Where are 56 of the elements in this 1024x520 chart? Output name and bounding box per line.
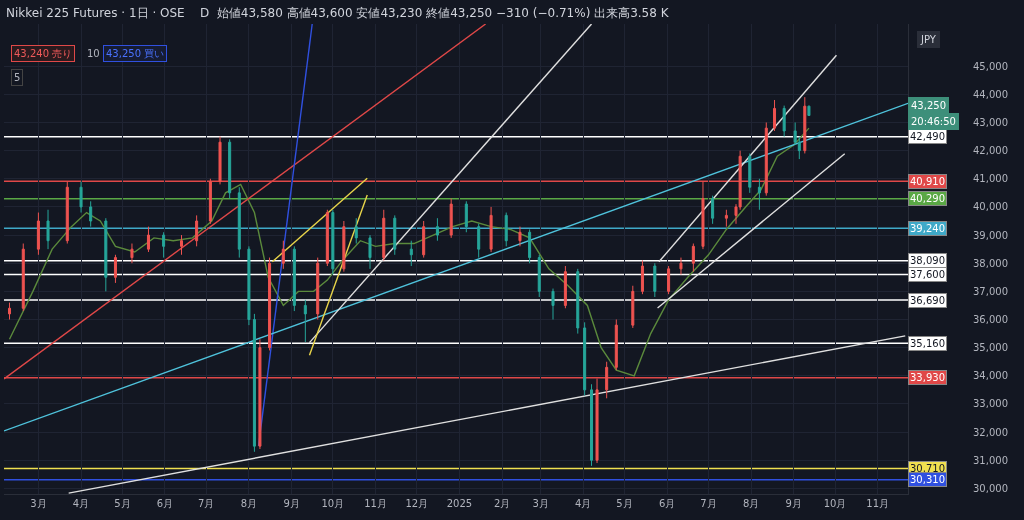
annotation: 5 (14, 72, 21, 83)
y-tick-label: 31,000 (973, 454, 1008, 466)
x-tick-label: 7月 (198, 498, 215, 509)
ref-line-label: 40,910 (910, 176, 945, 187)
ref-line-label: 39,240 (910, 223, 945, 234)
x-tick-label: 2月 (493, 498, 511, 509)
x-tick-label: 10月 (321, 498, 345, 509)
ref-line-label: 35,160 (910, 338, 945, 349)
x-tick-label: 6月 (659, 498, 676, 509)
y-tick-label: 32,000 (973, 426, 1008, 438)
x-tick-label: 4月 (72, 498, 90, 509)
y-tick-label: 37,000 (973, 285, 1008, 297)
text: 20:46:50 (911, 116, 956, 127)
y-tick-label: 30,000 (973, 482, 1008, 494)
x-tick-label: 6月 (156, 498, 174, 509)
ref-line-label: 38,090 (910, 255, 945, 266)
y-tick-label: 42,000 (973, 145, 1008, 157)
text: 43,250 (911, 100, 946, 111)
y-tick-label: 45,000 (973, 60, 1008, 72)
annotation: 43,250 買い (106, 48, 165, 59)
text: JPY (920, 34, 937, 45)
y-tick-label: 34,000 (973, 370, 1008, 382)
y-tick-label: 44,000 (973, 88, 1008, 100)
ref-line-label: 36,690 (910, 295, 945, 306)
y-tick-label: 35,000 (973, 342, 1008, 354)
x-tick-label: 5月 (616, 498, 633, 509)
x-tick-label: 10月 (823, 498, 847, 509)
ref-line-label: 37,600 (910, 269, 945, 280)
x-tick-label: 11月 (364, 498, 387, 509)
y-tick-label: 40,000 (973, 201, 1008, 213)
y-tick-label: 41,000 (973, 173, 1008, 185)
ref-line-label: 30,310 (910, 474, 945, 485)
x-tick-label: 9月 (785, 498, 802, 509)
y-tick-label: 36,000 (973, 314, 1008, 326)
ref-line-label: 33,930 (910, 372, 945, 383)
y-tick-label: 39,000 (973, 229, 1008, 241)
ref-line-label: 40,290 (910, 193, 945, 204)
annotation: 10 (87, 48, 100, 59)
x-tick-label: 2025 (446, 498, 473, 509)
x-tick-label: 8月 (240, 498, 258, 509)
x-tick-label: 12月 (405, 498, 429, 509)
x-tick-label: 11月 (866, 498, 890, 509)
x-tick-label: 9月 (283, 498, 300, 509)
x-tick-label: 5月 (114, 498, 131, 509)
y-tick-label: 38,000 (973, 257, 1008, 269)
annotation: 43,240 売り (14, 48, 73, 59)
y-tick-label: 33,000 (973, 398, 1008, 410)
y-tick-label: 43,000 (973, 117, 1008, 128)
ref-line-label: 42,490 (910, 131, 945, 142)
x-tick-label: 4月 (575, 498, 592, 509)
chart-title: Nikkei 225 Futures · 1日 · OSE D 始値43,580 高値43,600 安値43,230 終値43,250 −310 (−0.71%) 出来高3.58 K (6, 6, 669, 20)
x-tick-label: 3月 (30, 498, 47, 509)
x-tick-label: 8月 (742, 498, 760, 509)
ref-line-label: 30,710 (910, 463, 945, 474)
x-tick-label: 3月 (532, 498, 549, 509)
x-tick-label: 7月 (700, 498, 717, 509)
